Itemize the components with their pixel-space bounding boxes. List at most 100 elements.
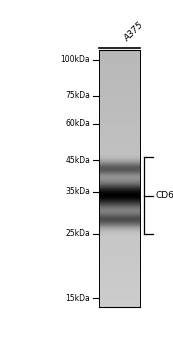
Bar: [99, 275, 140, 276]
Bar: [99, 85, 140, 86]
Bar: [99, 121, 140, 122]
Bar: [99, 175, 140, 176]
Bar: [99, 183, 140, 184]
Bar: [99, 89, 140, 90]
Bar: [99, 58, 140, 59]
Bar: [99, 111, 140, 112]
Bar: [99, 126, 140, 127]
Bar: [99, 130, 140, 131]
Bar: [99, 138, 140, 139]
Bar: [99, 136, 140, 137]
Bar: [99, 116, 140, 117]
Bar: [99, 112, 140, 113]
Bar: [99, 214, 140, 215]
Bar: [99, 91, 140, 92]
Bar: [99, 189, 140, 190]
Bar: [99, 163, 140, 164]
Bar: [99, 217, 140, 218]
Bar: [99, 253, 140, 254]
Bar: [99, 77, 140, 78]
Bar: [99, 206, 140, 207]
Bar: [99, 285, 140, 286]
Bar: [99, 167, 140, 168]
Bar: [99, 274, 140, 275]
Bar: [99, 231, 140, 232]
Bar: [99, 113, 140, 114]
Bar: [99, 55, 140, 56]
Bar: [99, 157, 140, 158]
Bar: [99, 184, 140, 185]
Bar: [99, 197, 140, 198]
Bar: [99, 235, 140, 236]
Bar: [99, 247, 140, 248]
Bar: [99, 63, 140, 64]
Bar: [99, 271, 140, 272]
Bar: [99, 50, 140, 51]
Bar: [99, 190, 140, 191]
Bar: [99, 102, 140, 103]
Bar: [99, 65, 140, 66]
Bar: [99, 230, 140, 231]
Bar: [99, 154, 140, 155]
Bar: [99, 103, 140, 104]
Bar: [99, 297, 140, 298]
Bar: [99, 282, 140, 283]
Bar: [99, 59, 140, 60]
Bar: [99, 299, 140, 300]
Bar: [99, 105, 140, 106]
Bar: [99, 290, 140, 292]
Text: CD63: CD63: [156, 191, 173, 200]
Bar: [99, 186, 140, 187]
Bar: [99, 294, 140, 295]
Bar: [99, 218, 140, 219]
Text: 45kDa: 45kDa: [65, 155, 90, 164]
Bar: [99, 248, 140, 250]
Bar: [99, 284, 140, 285]
Bar: [99, 263, 140, 264]
Bar: [99, 57, 140, 58]
Bar: [99, 270, 140, 271]
Bar: [99, 99, 140, 100]
Bar: [99, 215, 140, 216]
Bar: [99, 283, 140, 284]
Bar: [99, 259, 140, 260]
Bar: [99, 52, 140, 53]
Bar: [99, 159, 140, 160]
Bar: [99, 180, 140, 181]
Bar: [99, 177, 140, 178]
Bar: [99, 142, 140, 143]
Bar: [99, 203, 140, 204]
Text: 75kDa: 75kDa: [65, 91, 90, 100]
Bar: [99, 96, 140, 97]
Bar: [99, 301, 140, 302]
Bar: [99, 257, 140, 258]
Bar: [99, 287, 140, 288]
Bar: [99, 106, 140, 107]
Bar: [99, 107, 140, 108]
Bar: [99, 73, 140, 74]
Bar: [99, 207, 140, 208]
Bar: [99, 273, 140, 274]
Bar: [99, 104, 140, 105]
Bar: [99, 172, 140, 173]
Bar: [99, 245, 140, 246]
Bar: [99, 254, 140, 255]
Bar: [99, 204, 140, 205]
Bar: [99, 264, 140, 265]
Text: 35kDa: 35kDa: [65, 187, 90, 196]
Bar: [99, 101, 140, 102]
Bar: [99, 158, 140, 159]
Bar: [99, 131, 140, 132]
Bar: [99, 267, 140, 268]
Bar: [99, 187, 140, 188]
Bar: [99, 94, 140, 95]
Bar: [99, 114, 140, 115]
Bar: [99, 69, 140, 70]
Bar: [99, 281, 140, 282]
Bar: [99, 277, 140, 278]
Bar: [99, 292, 140, 293]
Bar: [99, 79, 140, 80]
Bar: [99, 143, 140, 144]
Bar: [99, 178, 140, 179]
Bar: [99, 236, 140, 237]
